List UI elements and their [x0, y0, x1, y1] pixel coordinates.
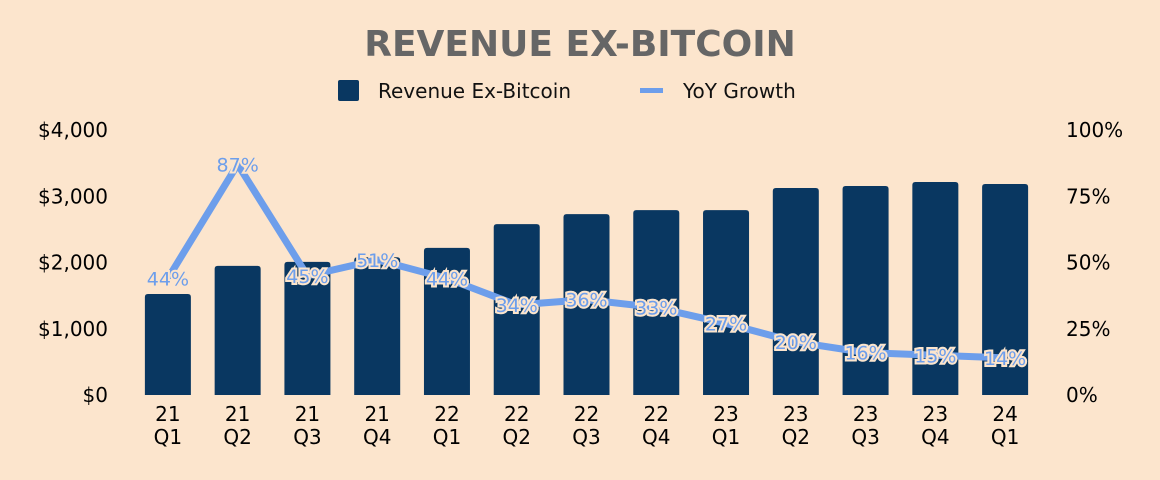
growth-data-label: 44%: [426, 268, 468, 290]
bar: [982, 183, 1029, 395]
y-left-tick-label: $4,000: [38, 118, 108, 142]
x-tick-label-quarter: Q2: [782, 425, 810, 449]
x-tick-label-year: 23: [783, 402, 808, 426]
y-axis-right: 0% 25% 50% 75% 100%: [1066, 118, 1123, 407]
legend-swatch-growth: [640, 88, 663, 93]
bar: [563, 214, 610, 395]
bar: [214, 265, 261, 395]
bar: [912, 182, 959, 395]
growth-data-label: 15%: [914, 345, 956, 367]
x-tick-label-quarter: Q4: [921, 425, 949, 449]
line-series: [164, 157, 1006, 362]
x-tick-label-year: 21: [364, 402, 389, 426]
x-tick-label-year: 23: [923, 402, 948, 426]
y-left-tick-label: $1,000: [38, 317, 108, 341]
x-tick-label-quarter: Q1: [712, 425, 740, 449]
bar: [144, 293, 191, 395]
legend-label-growth: YoY Growth: [682, 79, 796, 103]
y-right-tick-label: 50%: [1066, 251, 1110, 275]
x-tick-label-year: 22: [434, 402, 459, 426]
x-tick-label-quarter: Q2: [223, 425, 251, 449]
x-tick-label-quarter: Q3: [572, 425, 600, 449]
bar: [284, 261, 331, 395]
growth-data-label: 45%: [286, 266, 328, 288]
x-tick-label-quarter: Q4: [642, 425, 670, 449]
legend-swatch-revenue: [338, 80, 359, 101]
legend-label-revenue: Revenue Ex-Bitcoin: [378, 79, 571, 103]
bar: [354, 257, 401, 395]
chart-title: REVENUE EX-BITCOIN: [364, 24, 796, 65]
x-tick-label-year: 24: [992, 402, 1017, 426]
y-right-tick-label: 100%: [1066, 118, 1123, 142]
bar: [703, 210, 750, 395]
x-tick-label-year: 21: [155, 402, 180, 426]
growth-data-label: 16%: [844, 343, 886, 365]
bar-series: [144, 182, 1029, 395]
x-tick-label-year: 21: [295, 402, 320, 426]
y-left-tick-label: $2,000: [38, 251, 108, 275]
legend: Revenue Ex-Bitcoin YoY Growth: [338, 79, 796, 103]
growth-data-label: 14%: [984, 348, 1026, 370]
x-tick-label-year: 23: [713, 402, 738, 426]
x-tick-label-quarter: Q1: [433, 425, 461, 449]
y-right-tick-label: 25%: [1066, 317, 1110, 341]
growth-data-label: 36%: [565, 290, 607, 312]
y-left-tick-label: $3,000: [38, 184, 108, 208]
growth-data-label: 20%: [775, 332, 817, 354]
x-tick-label-quarter: Q4: [363, 425, 391, 449]
x-tick-label-year: 23: [853, 402, 878, 426]
bar: [842, 185, 889, 395]
growth-data-label: 44%: [147, 268, 189, 290]
x-tick-label-quarter: Q1: [154, 425, 182, 449]
x-axis: 21Q121Q221Q321Q422Q122Q222Q322Q423Q123Q2…: [154, 402, 1020, 449]
x-tick-label-quarter: Q2: [502, 425, 530, 449]
y-right-tick-label: 0%: [1066, 383, 1098, 407]
x-tick-label-quarter: Q1: [991, 425, 1019, 449]
growth-data-label: 33%: [635, 298, 677, 320]
bar: [493, 224, 540, 395]
x-tick-label-year: 21: [225, 402, 250, 426]
x-tick-label-year: 22: [644, 402, 669, 426]
y-left-tick-label: $0: [83, 383, 108, 407]
growth-data-label: 34%: [496, 295, 538, 317]
x-tick-label-quarter: Q3: [851, 425, 879, 449]
y-axis-left: $0 $1,000 $2,000 $3,000 $4,000: [38, 118, 108, 407]
x-tick-label-year: 22: [504, 402, 529, 426]
bar: [772, 187, 819, 395]
x-tick-label-year: 22: [574, 402, 599, 426]
bar: [633, 210, 680, 395]
growth-data-label: 87%: [217, 154, 259, 176]
y-right-tick-label: 75%: [1066, 184, 1110, 208]
growth-data-label: 51%: [356, 250, 398, 272]
growth-data-label: 27%: [705, 313, 747, 335]
x-tick-label-quarter: Q3: [293, 425, 321, 449]
data-labels: 44% 87% 45% 51% 44% 34% 36% 33% 27% 20% 16% 15% 14%: [145, 152, 1028, 371]
